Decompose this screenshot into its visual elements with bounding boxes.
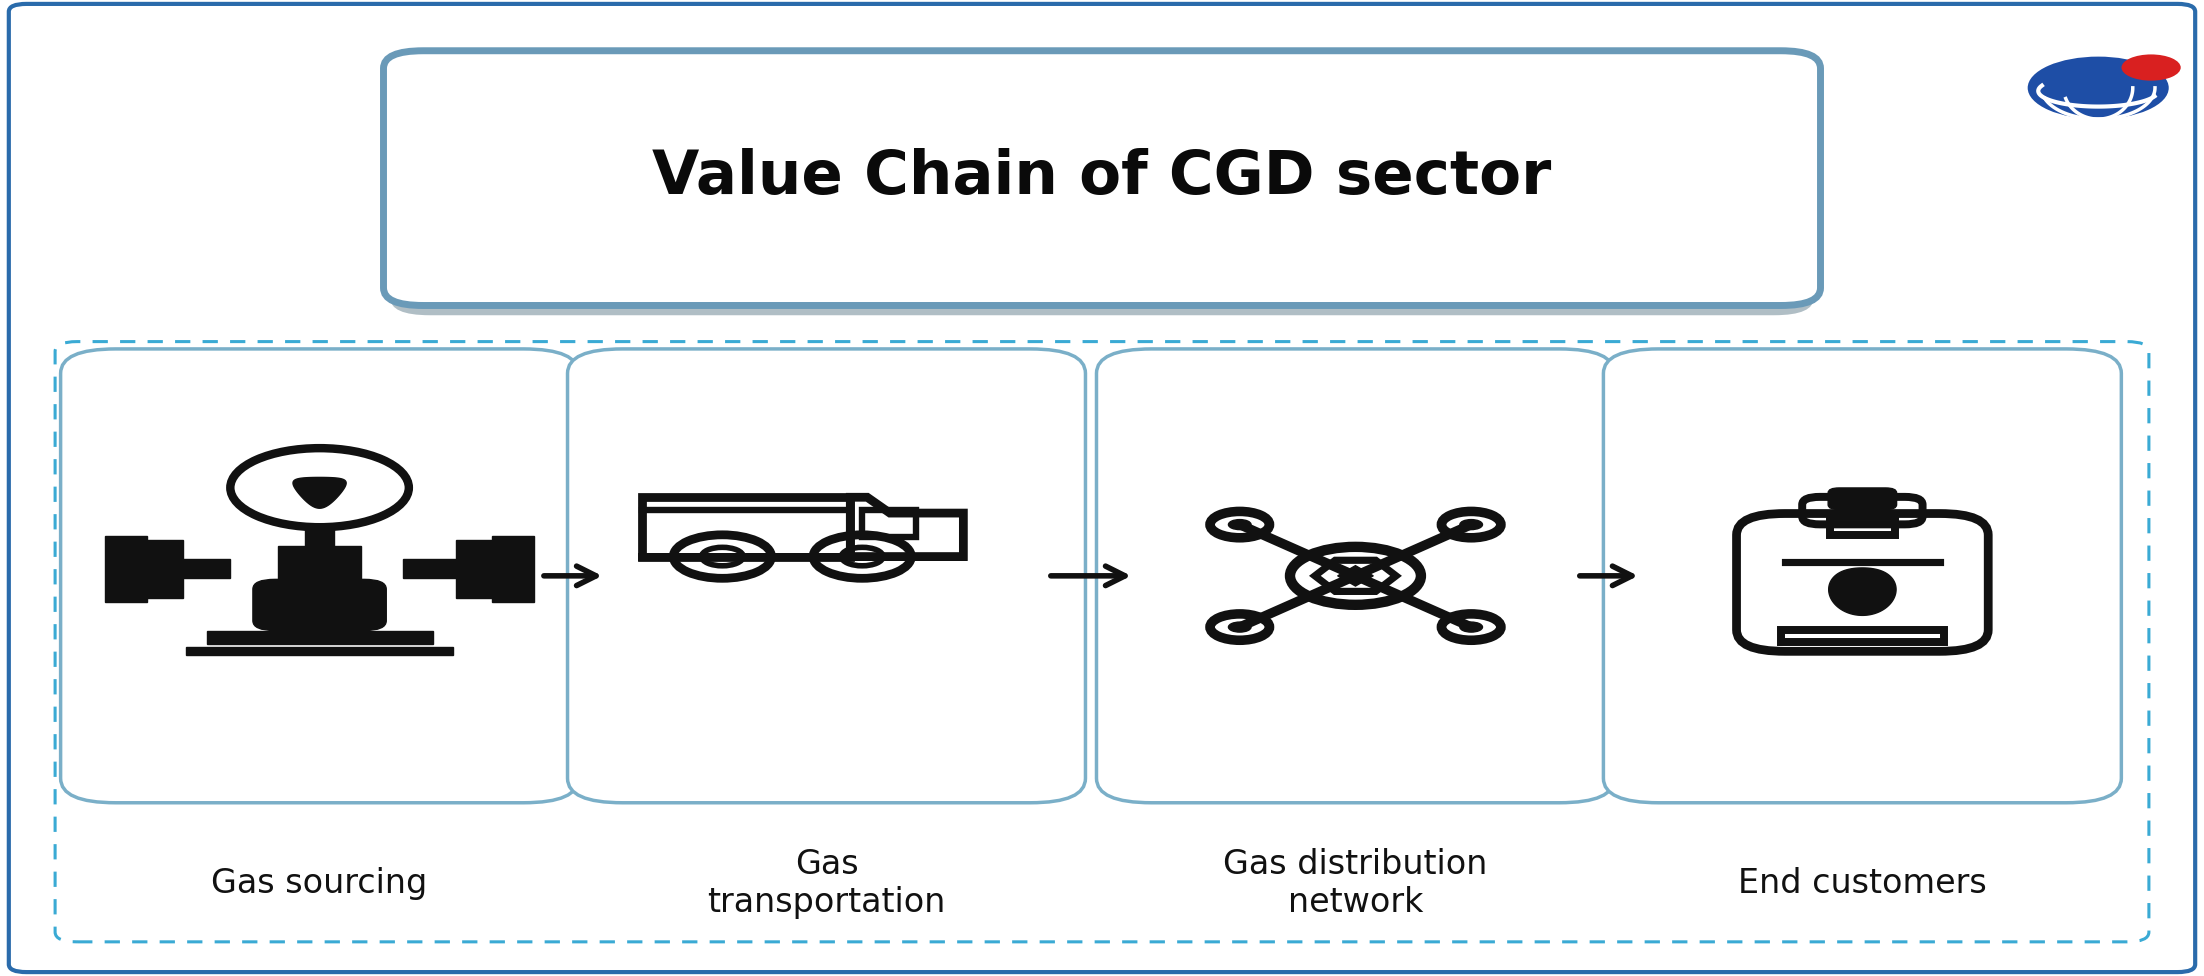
Text: Value Chain of CGD sector: Value Chain of CGD sector	[652, 148, 1552, 207]
Text: End customers: End customers	[1739, 867, 1986, 900]
FancyBboxPatch shape	[403, 559, 456, 578]
Polygon shape	[293, 477, 346, 508]
FancyBboxPatch shape	[148, 540, 183, 597]
Text: Gas sourcing: Gas sourcing	[212, 867, 428, 900]
Circle shape	[2028, 57, 2169, 119]
FancyBboxPatch shape	[390, 61, 1814, 315]
FancyBboxPatch shape	[106, 536, 148, 601]
FancyBboxPatch shape	[383, 51, 1821, 305]
FancyBboxPatch shape	[302, 591, 337, 599]
FancyBboxPatch shape	[456, 540, 491, 597]
FancyBboxPatch shape	[60, 349, 577, 802]
FancyBboxPatch shape	[491, 536, 533, 601]
Text: Gas
transportation: Gas transportation	[707, 848, 946, 918]
Polygon shape	[1338, 566, 1373, 586]
FancyBboxPatch shape	[566, 349, 1084, 802]
FancyBboxPatch shape	[9, 4, 2195, 972]
FancyBboxPatch shape	[1602, 349, 2120, 802]
FancyBboxPatch shape	[278, 546, 361, 591]
FancyBboxPatch shape	[183, 559, 229, 578]
Circle shape	[1459, 622, 1483, 632]
FancyBboxPatch shape	[1827, 488, 1898, 509]
Circle shape	[1228, 519, 1252, 530]
Text: Gas distribution
network: Gas distribution network	[1223, 848, 1488, 918]
FancyBboxPatch shape	[185, 647, 454, 655]
Circle shape	[1228, 622, 1252, 632]
Circle shape	[2122, 55, 2180, 81]
FancyBboxPatch shape	[253, 580, 386, 630]
Circle shape	[1459, 519, 1483, 530]
FancyBboxPatch shape	[207, 631, 432, 644]
Polygon shape	[1829, 568, 1895, 615]
FancyBboxPatch shape	[1095, 349, 1613, 802]
FancyBboxPatch shape	[304, 524, 335, 546]
